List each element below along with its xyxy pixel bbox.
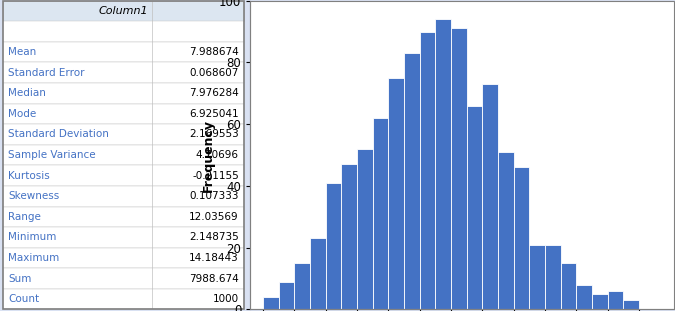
Bar <box>3 165 244 186</box>
Bar <box>3 21 244 42</box>
Bar <box>263 297 279 309</box>
Bar <box>325 183 342 309</box>
Text: Range: Range <box>8 212 41 222</box>
Bar <box>561 263 576 309</box>
Text: 6.925041: 6.925041 <box>189 109 239 119</box>
Bar <box>3 42 244 63</box>
Bar <box>592 294 608 309</box>
Bar <box>435 19 451 309</box>
Text: 7.976284: 7.976284 <box>189 88 239 98</box>
Bar <box>3 104 244 124</box>
Bar <box>3 227 244 248</box>
Bar <box>451 28 466 309</box>
Bar <box>545 244 561 309</box>
Bar <box>3 248 244 268</box>
Bar <box>404 53 420 309</box>
Text: Maximum: Maximum <box>8 253 59 263</box>
Text: 2.148735: 2.148735 <box>189 232 239 242</box>
Bar <box>514 167 529 309</box>
Bar <box>279 282 294 309</box>
Text: Mode: Mode <box>8 109 36 119</box>
Bar <box>3 186 244 207</box>
Text: 1000: 1000 <box>213 294 239 304</box>
Bar <box>576 285 592 309</box>
Y-axis label: Frequency: Frequency <box>202 118 215 192</box>
Bar <box>310 239 325 309</box>
Bar <box>420 31 435 309</box>
Bar <box>294 263 310 309</box>
Bar <box>3 207 244 227</box>
Bar <box>342 164 357 309</box>
Bar <box>3 268 244 289</box>
Bar <box>3 289 244 309</box>
Text: 7988.674: 7988.674 <box>189 274 239 284</box>
Bar <box>3 83 244 104</box>
Text: Count: Count <box>8 294 39 304</box>
Bar <box>529 244 545 309</box>
Bar <box>608 291 624 309</box>
Text: 7.988674: 7.988674 <box>189 47 239 57</box>
Bar <box>3 63 244 83</box>
Text: Sum: Sum <box>8 274 32 284</box>
Text: 14.18443: 14.18443 <box>189 253 239 263</box>
Bar <box>373 118 388 309</box>
Text: Median: Median <box>8 88 46 98</box>
Bar <box>3 145 244 165</box>
Bar <box>498 152 514 309</box>
Text: Skewness: Skewness <box>8 191 59 201</box>
Text: Sample Variance: Sample Variance <box>8 150 96 160</box>
Text: Kurtosis: Kurtosis <box>8 171 50 181</box>
Text: 12.03569: 12.03569 <box>189 212 239 222</box>
Bar <box>3 124 244 145</box>
Text: 4.70696: 4.70696 <box>196 150 239 160</box>
Text: 2.169553: 2.169553 <box>189 129 239 139</box>
Text: 0.107333: 0.107333 <box>190 191 239 201</box>
Bar <box>624 300 639 309</box>
Text: Mean: Mean <box>8 47 36 57</box>
Text: 0.068607: 0.068607 <box>190 68 239 78</box>
Text: Minimum: Minimum <box>8 232 57 242</box>
Bar <box>3 1 244 21</box>
Text: Column1: Column1 <box>99 6 148 16</box>
Bar <box>357 149 373 309</box>
Text: -0.21155: -0.21155 <box>192 171 239 181</box>
Text: Standard Deviation: Standard Deviation <box>8 129 109 139</box>
Bar <box>483 84 498 309</box>
Text: Standard Error: Standard Error <box>8 68 84 78</box>
Bar <box>466 106 483 309</box>
Bar <box>250 1 674 309</box>
Bar <box>388 78 404 309</box>
